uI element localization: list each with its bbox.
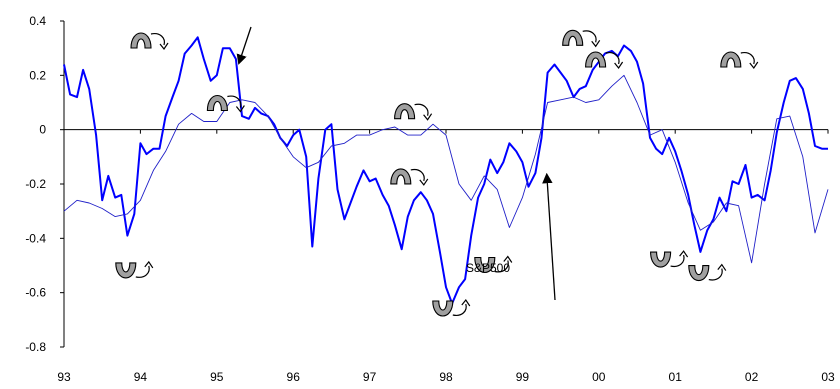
annotation-arrows <box>236 26 556 301</box>
y-tick-label: 0.2 <box>29 68 46 82</box>
y-tick-label: -0.2 <box>25 177 46 191</box>
y-tick-label: -0.8 <box>25 340 46 354</box>
x-tick-label: 96 <box>287 370 301 384</box>
x-tick-label: 95 <box>210 370 224 384</box>
curved-arrow-down-marker <box>474 255 513 274</box>
series-line-thin <box>63 74 829 264</box>
series-group <box>63 36 829 305</box>
y-tick-label: -0.6 <box>25 286 46 300</box>
x-tick-label: 00 <box>592 370 606 384</box>
curved-arrow-up-marker <box>390 168 429 186</box>
curved-arrow-up-marker <box>720 51 759 70</box>
curved-arrow-up-marker <box>394 103 433 121</box>
curved-arrow-up-marker <box>562 29 601 48</box>
y-tick-label: 0.4 <box>29 14 46 28</box>
y-tick-label: -0.4 <box>25 231 46 245</box>
curved-arrow-down-marker <box>650 250 689 268</box>
curved-arrow-up-marker <box>130 32 169 51</box>
annotation-arrow-2 <box>542 172 556 301</box>
series-line-thick <box>63 36 828 305</box>
curved-arrow-down-marker <box>115 260 154 279</box>
x-axis-labels: 93 94 95 96 97 98 99 00 01 02 03 <box>57 370 835 384</box>
x-tick-label: 94 <box>134 370 148 384</box>
annotation-arrow-1 <box>236 26 252 65</box>
curved-arrow-down-marker <box>688 263 727 282</box>
x-tick-label: 93 <box>57 370 71 384</box>
y-tick-label: 0 <box>39 123 46 137</box>
curved-arrow-up-marker <box>206 94 245 113</box>
x-tick-label: 02 <box>745 370 759 384</box>
x-tick-label: 97 <box>363 370 377 384</box>
curved-arrow-down-marker <box>432 298 471 317</box>
marker-group <box>115 29 759 317</box>
curved-arrow-up-marker <box>585 51 624 70</box>
y-axis-labels: 0.4 0.2 0 -0.2 -0.4 -0.6 -0.8 <box>25 14 46 354</box>
axes <box>60 20 829 348</box>
x-tick-label: 01 <box>669 370 683 384</box>
sp500-annotation: S&P500 <box>466 261 510 275</box>
x-tick-label: 98 <box>439 370 453 384</box>
x-tick-label: 03 <box>821 370 835 384</box>
x-tick-label: 99 <box>516 370 530 384</box>
